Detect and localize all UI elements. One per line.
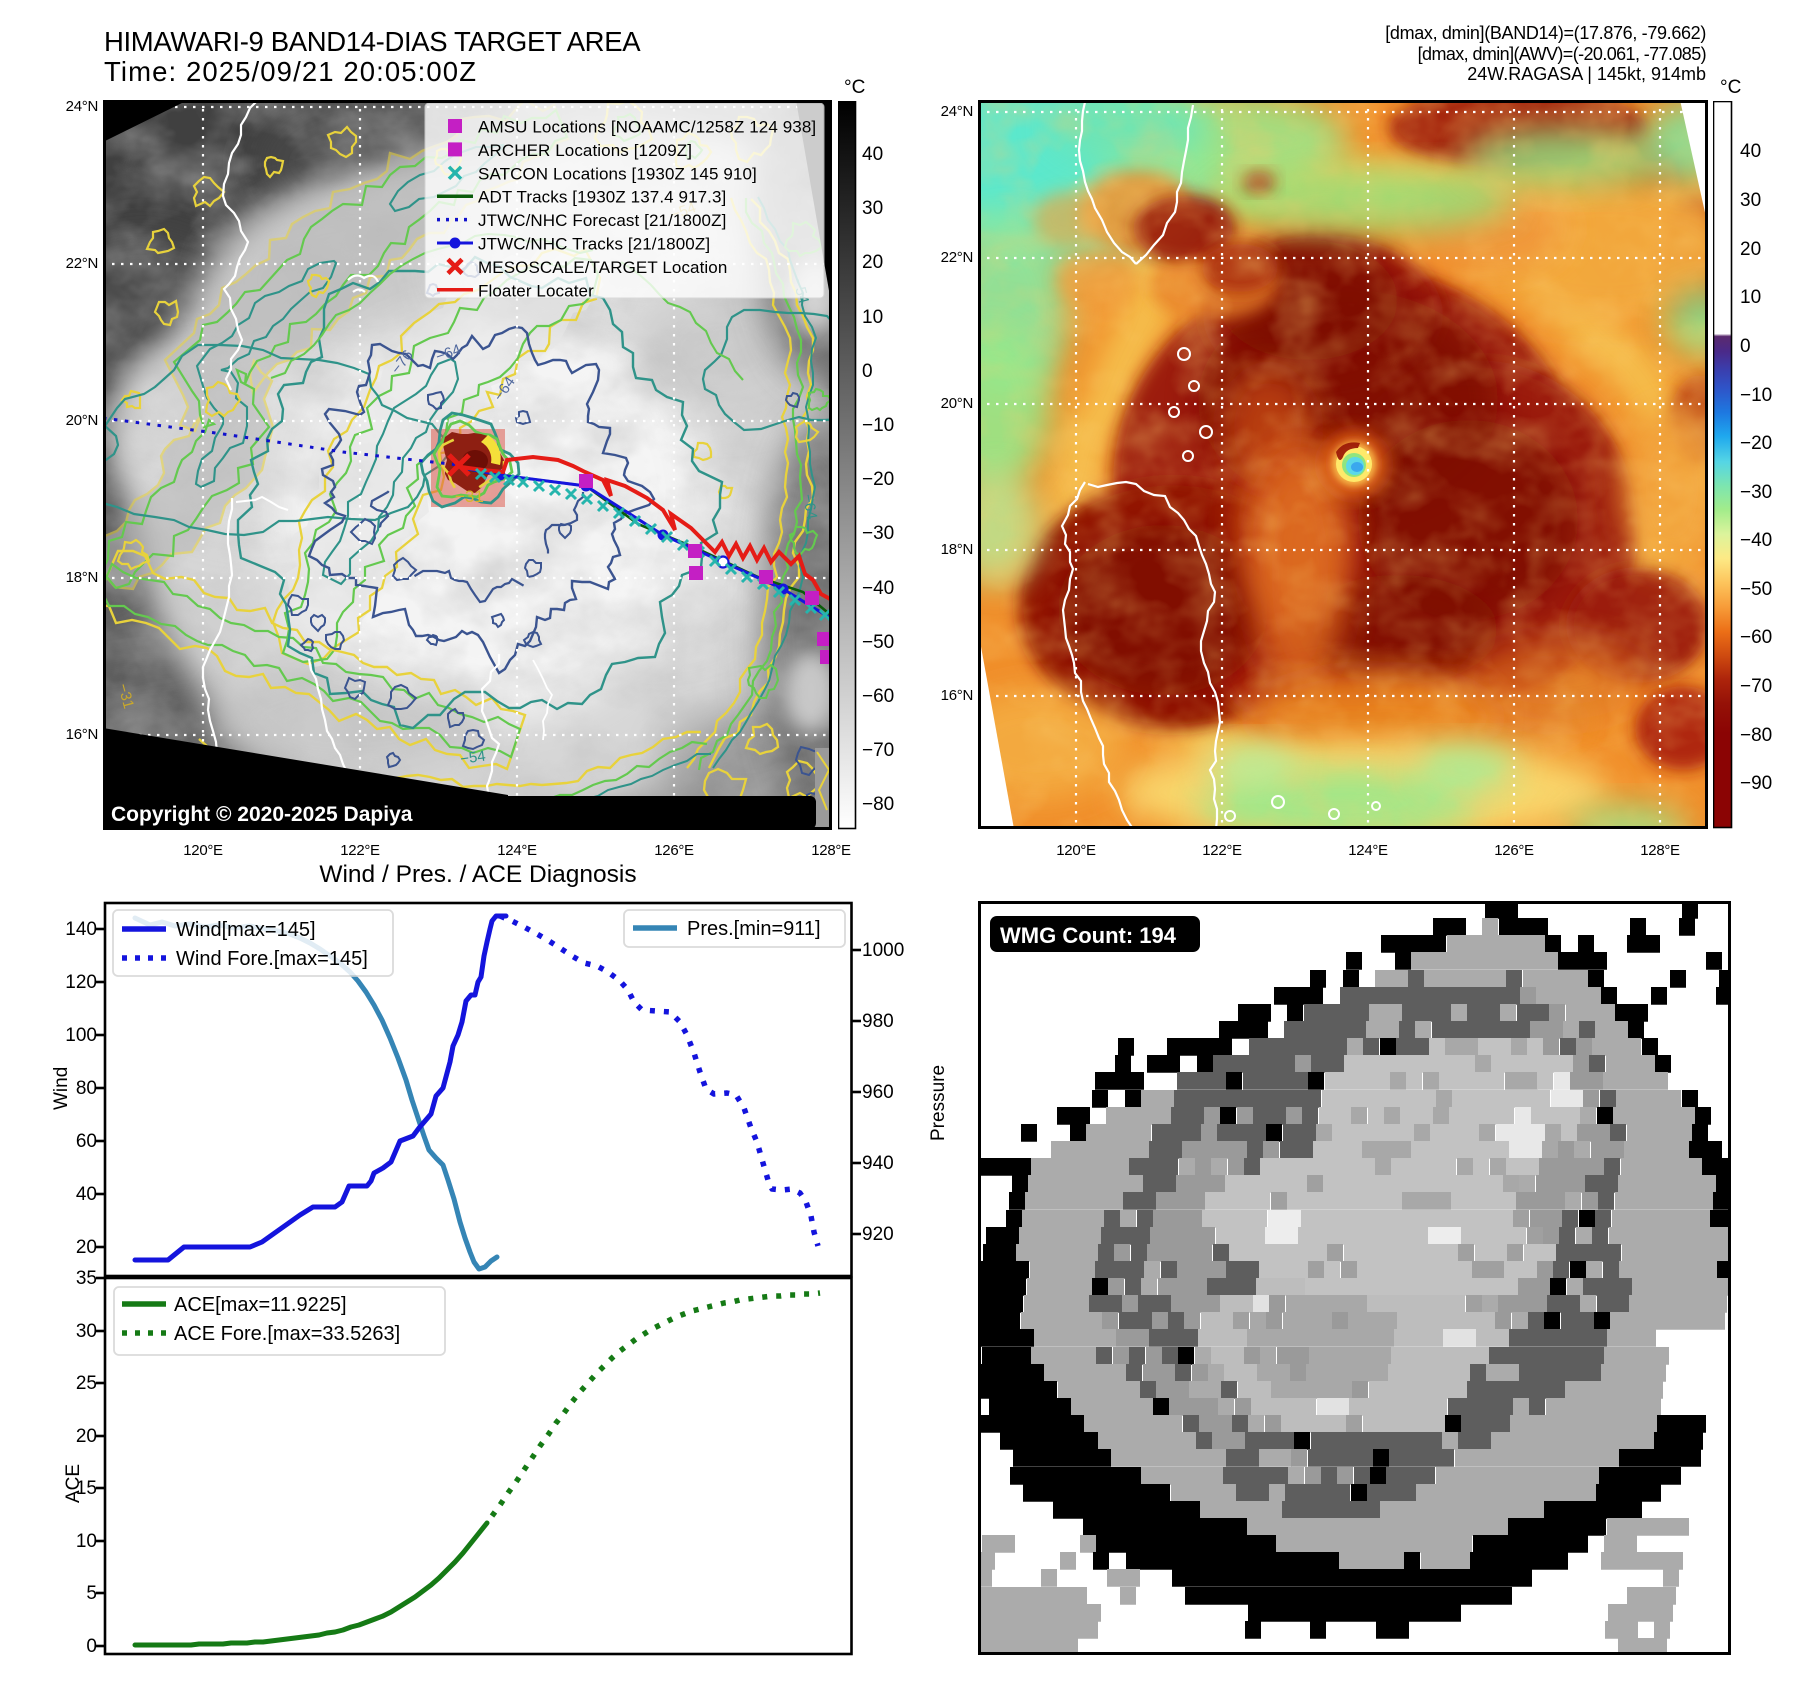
svg-text:AMSU Locations [NOAAMC/1258Z 1: AMSU Locations [NOAAMC/1258Z 124 938] <box>478 118 816 137</box>
svg-text:WMG Count: 194: WMG Count: 194 <box>1000 923 1177 948</box>
svg-text:Copyright © 2020-2025 Dapiya: Copyright © 2020-2025 Dapiya <box>111 803 413 826</box>
svg-text:MESOSCALE/TARGET Location: MESOSCALE/TARGET Location <box>478 258 727 277</box>
svg-text:ARCHER Locations [1209Z]: ARCHER Locations [1209Z] <box>478 141 692 160</box>
svg-text:JTWC/NHC Forecast [21/1800Z]: JTWC/NHC Forecast [21/1800Z] <box>478 211 726 230</box>
svg-text:−64: −64 <box>799 493 820 521</box>
svg-text:Wind Fore.[max=145]: Wind Fore.[max=145] <box>176 948 368 970</box>
svg-text:ACE Fore.[max=33.5263]: ACE Fore.[max=33.5263] <box>174 1323 400 1345</box>
svg-text:SATCON Locations [1930Z 145 91: SATCON Locations [1930Z 145 910] <box>478 164 757 183</box>
svg-text:−31: −31 <box>114 682 137 711</box>
svg-text:ADT Tracks [1930Z 137.4 917.3]: ADT Tracks [1930Z 137.4 917.3] <box>478 188 726 207</box>
svg-text:JTWC/NHC Tracks [21/1800Z]: JTWC/NHC Tracks [21/1800Z] <box>478 235 710 254</box>
svg-text:−31: −31 <box>455 487 484 506</box>
svg-text:Pres.[min=911]: Pres.[min=911] <box>687 918 821 940</box>
svg-text:−54: −54 <box>459 748 487 768</box>
svg-text:ACE[max=11.9225]: ACE[max=11.9225] <box>174 1294 347 1316</box>
svg-text:Floater Locater: Floater Locater <box>478 281 594 300</box>
svg-text:Wind[max=145]: Wind[max=145] <box>176 919 316 941</box>
